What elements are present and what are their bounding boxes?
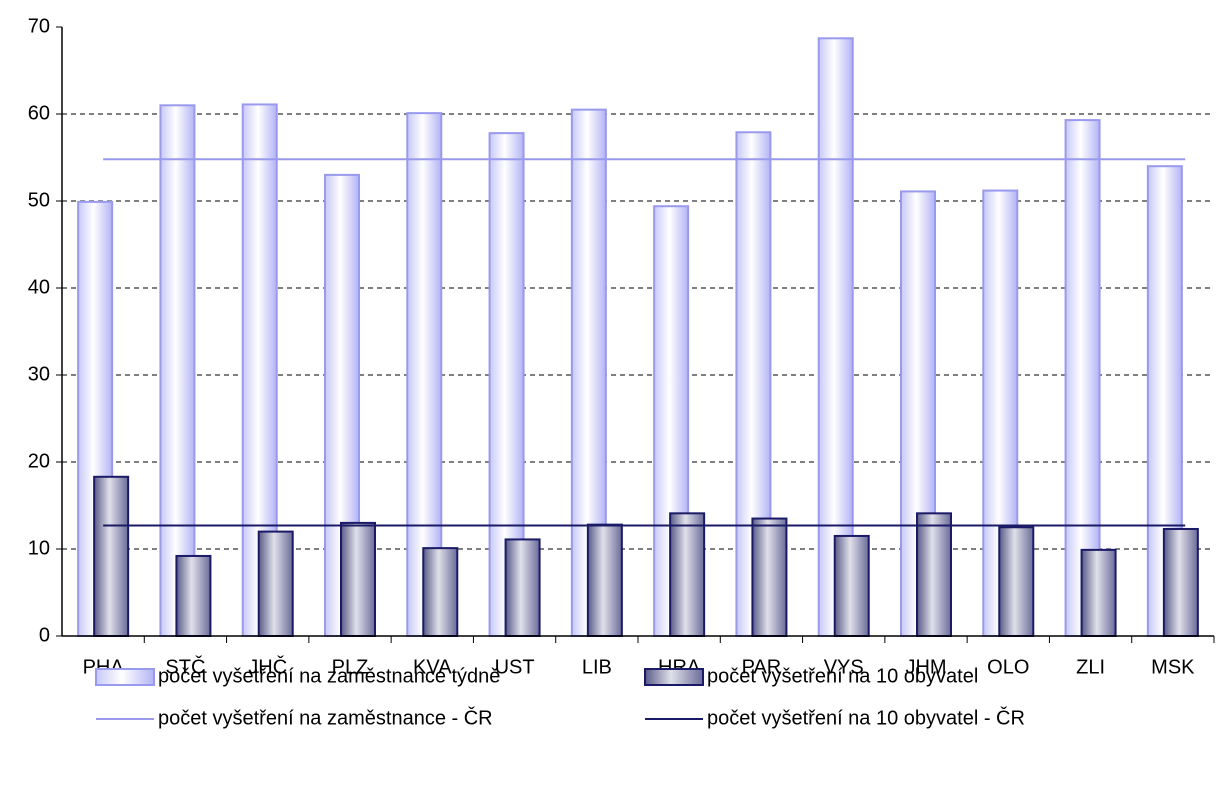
y-tick-label: 20 (28, 450, 50, 472)
x-tick-label: STČ (165, 655, 205, 678)
y-tick-label: 40 (28, 276, 50, 298)
bar (175, 554, 212, 638)
x-tick-label: UST (495, 656, 535, 678)
legend-label: počet vyšetření na zaměstnance - ČR (158, 706, 493, 729)
x-tick-label: ZLI (1076, 656, 1105, 678)
y-tick-label: 10 (28, 537, 50, 559)
bar (998, 526, 1035, 637)
x-tick-label: OLO (987, 656, 1029, 678)
bar (257, 530, 294, 637)
x-tick-label: JHM (905, 656, 946, 678)
legend-label: počet vyšetření na zaměstnance týdně (158, 665, 500, 687)
x-tick-label: PAR (742, 656, 782, 678)
legend-swatch (95, 668, 155, 686)
y-tick-label: 30 (28, 363, 50, 385)
legend-label: počet vyšetření na 10 obyvatel (707, 665, 978, 687)
bar (504, 538, 541, 637)
x-tick-label: VYS (824, 656, 864, 678)
legend-swatch (644, 668, 704, 686)
bar (1080, 548, 1117, 637)
x-tick-label: LIB (582, 656, 612, 678)
bar (159, 104, 196, 638)
bar (340, 521, 376, 638)
y-tick-label: 50 (28, 189, 50, 211)
bar (422, 547, 459, 638)
legend-label: počet vyšetření na 10 obyvatel - ČR (707, 706, 1025, 729)
x-tick-label: KVA (413, 656, 452, 678)
y-tick-label: 60 (28, 102, 50, 124)
bar (669, 512, 706, 638)
bar (93, 475, 130, 638)
y-tick-label: 0 (39, 624, 50, 646)
x-tick-label: MSK (1151, 656, 1195, 678)
x-tick-label: PLZ (332, 656, 369, 678)
bar (586, 523, 623, 638)
bar (833, 534, 870, 638)
y-tick-label: 70 (28, 15, 50, 37)
bar (916, 512, 952, 638)
bar (751, 517, 788, 637)
bar (1162, 527, 1199, 637)
x-tick-label: JHČ (248, 655, 287, 678)
